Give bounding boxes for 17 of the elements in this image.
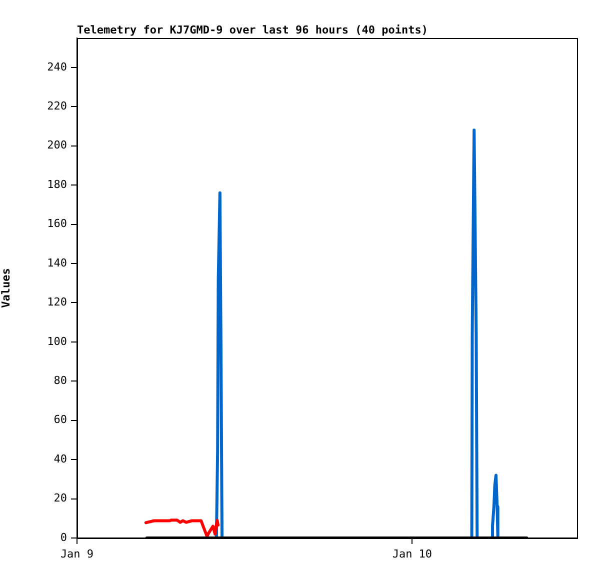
x-tick-label: Jan 10 xyxy=(392,547,432,560)
y-tick-label: 120 xyxy=(47,296,67,309)
y-tick-label: 240 xyxy=(47,60,67,74)
y-tick-label: 40 xyxy=(54,452,67,466)
y-tick-label: 160 xyxy=(47,217,67,230)
chart-title: Telemetry for KJ7GMD-9 over last 96 hours (40 points) xyxy=(77,23,428,36)
y-tick-label: 220 xyxy=(47,99,67,112)
x-tick-label: Jan 9 xyxy=(60,547,94,560)
y-tick-label: 180 xyxy=(47,178,67,191)
y-tick-label: 0 xyxy=(60,530,67,544)
y-tick-label: 60 xyxy=(54,413,67,426)
y-tick-label: 200 xyxy=(47,138,67,152)
y-tick-label: 20 xyxy=(54,492,67,505)
y-tick-label: 100 xyxy=(47,334,67,348)
y-tick-label: 140 xyxy=(47,256,67,270)
y-axis-title: Values xyxy=(0,268,12,308)
y-tick-label: 80 xyxy=(54,374,67,387)
